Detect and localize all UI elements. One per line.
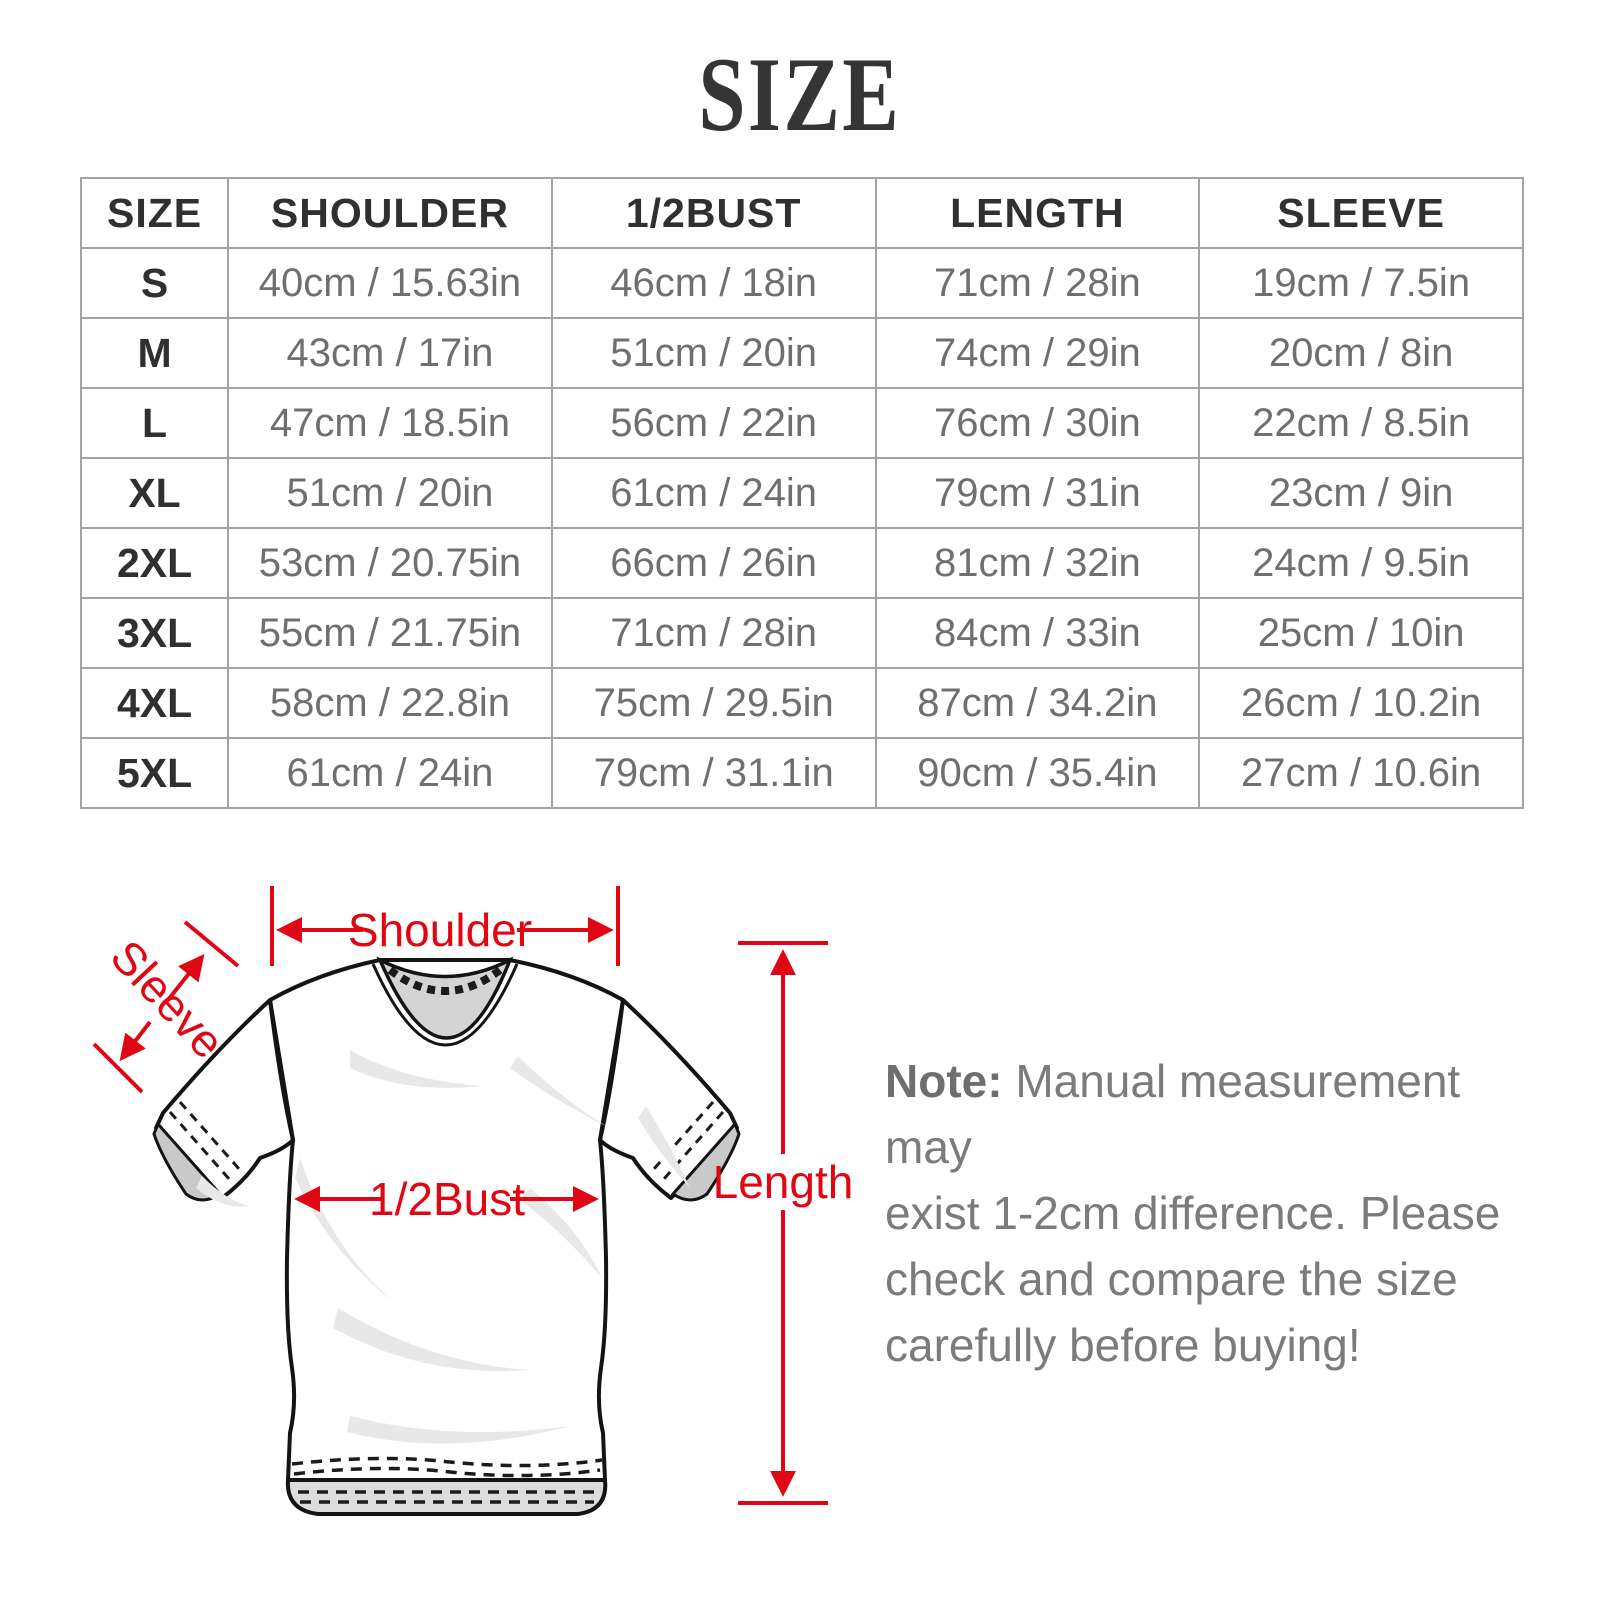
size-cell: 51cm / 20in bbox=[227, 457, 553, 529]
size-cell: 46cm / 18in bbox=[550, 247, 877, 319]
size-cell: 87cm / 34.2in bbox=[874, 667, 1201, 739]
half-bust-measure-arrow: 1/2Bust bbox=[294, 1173, 599, 1225]
size-cell: 55cm / 21.75in bbox=[227, 597, 553, 669]
size-cell: 81cm / 32in bbox=[874, 527, 1201, 599]
half-bust-label: 1/2Bust bbox=[369, 1173, 525, 1225]
column-header: SLEEVE bbox=[1198, 177, 1524, 249]
collar-ribbing bbox=[387, 966, 503, 995]
size-cell: 23cm / 9in bbox=[1198, 457, 1524, 529]
tshirt-illustration bbox=[152, 956, 741, 1516]
size-cell: 53cm / 20.75in bbox=[227, 527, 553, 599]
size-cell: 61cm / 24in bbox=[227, 737, 553, 809]
size-table-head-row: SIZE SHOULDER 1/2BUST LENGTH SLEEVE bbox=[79, 177, 1524, 249]
note-text: Manual measurement may exist 1-2cm diffe… bbox=[885, 1055, 1501, 1371]
size-cell: 22cm / 8.5in bbox=[1198, 387, 1524, 459]
sleeve-arrow-down bbox=[119, 1020, 152, 1062]
shoulder-label: Shoulder bbox=[348, 904, 532, 956]
sleeve-label: Sleeve bbox=[101, 930, 235, 1068]
size-table: SIZE SHOULDER 1/2BUST LENGTH SLEEVE S 40cm / … bbox=[79, 177, 1524, 809]
sleeve-end-tick bbox=[92, 1042, 144, 1094]
size-cell: 74cm / 29in bbox=[874, 317, 1201, 389]
page-title-text: SIZE bbox=[698, 36, 902, 153]
size-cell: 66cm / 26in bbox=[550, 527, 877, 599]
size-row-label: S bbox=[79, 247, 230, 319]
column-header: 1/2BUST bbox=[550, 177, 877, 249]
hem-stitch-upper bbox=[293, 1466, 601, 1478]
size-cell: 51cm / 20in bbox=[550, 317, 877, 389]
table-row: M 43cm / 17in 51cm / 20in 74cm / 29in 20cm /… bbox=[79, 317, 1524, 389]
table-row: S 40cm / 15.63in 46cm / 18in 71cm / 28in 19c… bbox=[79, 247, 1524, 319]
wrinkle-shading bbox=[196, 1050, 690, 1444]
right-sleeve-opening bbox=[670, 1121, 741, 1202]
size-cell: 20cm / 8in bbox=[1198, 317, 1524, 389]
size-cell: 25cm / 10in bbox=[1198, 597, 1524, 669]
column-header: LENGTH bbox=[874, 177, 1201, 249]
size-cell: 43cm / 17in bbox=[227, 317, 553, 389]
size-cell: 58cm / 22.8in bbox=[227, 667, 553, 739]
size-row-label: 2XL bbox=[79, 527, 230, 599]
size-cell: 90cm / 35.4in bbox=[874, 737, 1201, 809]
hem-stitch-upper bbox=[291, 1456, 603, 1468]
size-cell: 19cm / 7.5in bbox=[1198, 247, 1524, 319]
table-row: 4XL 58cm / 22.8in 75cm / 29.5in 87cm / 34.2… bbox=[79, 667, 1524, 739]
collar bbox=[376, 956, 514, 1040]
size-cell: 79cm / 31in bbox=[874, 457, 1201, 529]
size-table-body: S 40cm / 15.63in 46cm / 18in 71cm / 28in 19c… bbox=[79, 247, 1524, 809]
size-row-label: 5XL bbox=[79, 737, 230, 809]
size-table-head: SIZE SHOULDER 1/2BUST LENGTH SLEEVE bbox=[79, 177, 1524, 249]
size-row-label: 4XL bbox=[79, 667, 230, 739]
size-cell: 26cm / 10.2in bbox=[1198, 667, 1524, 739]
column-header: SHOULDER bbox=[227, 177, 553, 249]
table-row: L 47cm / 18.5in 56cm / 22in 76cm / 30in 22cm… bbox=[79, 387, 1524, 459]
size-row-label: 3XL bbox=[79, 597, 230, 669]
front-neckline-seam bbox=[371, 963, 519, 1047]
size-row-label: XL bbox=[79, 457, 230, 529]
size-row-label: L bbox=[79, 387, 230, 459]
size-cell: 27cm / 10.6in bbox=[1198, 737, 1524, 809]
tshirt-measurement-diagram: Shoulder Sleeve 1/2Bust Length bbox=[92, 886, 854, 1516]
size-cell: 71cm / 28in bbox=[874, 247, 1201, 319]
size-cell: 24cm / 9.5in bbox=[1198, 527, 1524, 599]
size-cell: 61cm / 24in bbox=[550, 457, 877, 529]
size-cell: 79cm / 31.1in bbox=[550, 737, 877, 809]
note-label: Note: bbox=[885, 1055, 1003, 1107]
table-row: XL 51cm / 20in 61cm / 24in 79cm / 31in 23cm … bbox=[79, 457, 1524, 529]
table-row: 2XL 53cm / 20.75in 66cm / 26in 81cm / 32in 2… bbox=[79, 527, 1524, 599]
table-row: 3XL 55cm / 21.75in 71cm / 28in 84cm / 33in 2… bbox=[79, 597, 1524, 669]
column-header: SIZE bbox=[79, 177, 230, 249]
size-row-label: M bbox=[79, 317, 230, 389]
table-row: 5XL 61cm / 24in 79cm / 31.1in 90cm / 35.4in… bbox=[79, 737, 1524, 809]
sleeve-arrow-up bbox=[166, 953, 205, 1002]
hem-band bbox=[285, 1478, 608, 1516]
shoulder-measure-arrow: Shoulder bbox=[270, 886, 620, 966]
length-label: Length bbox=[713, 1156, 854, 1208]
tshirt-body bbox=[268, 958, 625, 1482]
size-table-container: SIZE SHOULDER 1/2BUST LENGTH SLEEVE S 40cm / … bbox=[79, 177, 1524, 809]
length-measure-arrow: Length bbox=[713, 941, 854, 1505]
size-cell: 40cm / 15.63in bbox=[227, 247, 553, 319]
size-cell: 75cm / 29.5in bbox=[550, 667, 877, 739]
sleeve-measure-arrow: Sleeve bbox=[92, 920, 240, 1094]
size-cell: 56cm / 22in bbox=[550, 387, 877, 459]
size-cell: 84cm / 33in bbox=[874, 597, 1201, 669]
note: Note: Manual measurement may exist 1-2cm… bbox=[885, 1048, 1525, 1378]
size-cell: 47cm / 18.5in bbox=[227, 387, 553, 459]
size-cell: 76cm / 30in bbox=[874, 387, 1201, 459]
sleeve-end-tick bbox=[183, 920, 240, 968]
size-cell: 71cm / 28in bbox=[550, 597, 877, 669]
page-title: SIZE bbox=[0, 42, 1600, 148]
